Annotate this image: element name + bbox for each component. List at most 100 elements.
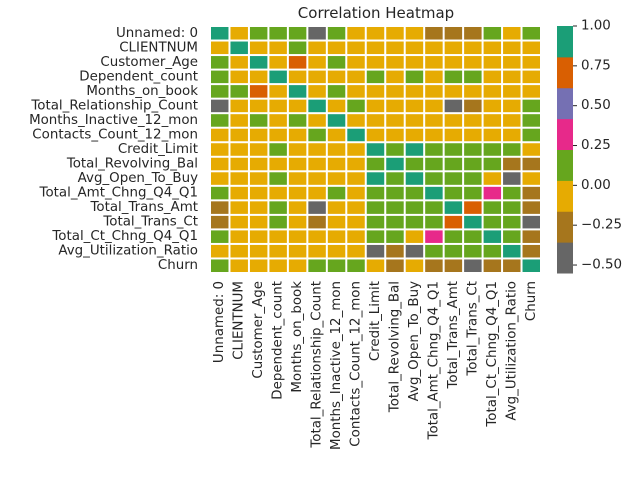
heatmap-cells xyxy=(211,27,540,272)
heatmap-cell xyxy=(405,186,424,200)
heatmap-cell xyxy=(249,172,268,185)
heatmap-cell xyxy=(522,259,540,272)
heatmap-cell xyxy=(366,230,385,243)
heatmap-cell xyxy=(249,70,268,84)
heatmap-cell xyxy=(269,143,287,156)
heatmap-cell xyxy=(211,143,229,156)
heatmap-cell xyxy=(288,259,307,272)
heatmap-cell xyxy=(347,85,365,98)
column-tick-label: Dependent_count xyxy=(271,281,286,400)
row-tick-label: Total_Trans_Ct xyxy=(102,215,198,230)
colorbar-tick-label: 1.00 xyxy=(581,19,611,34)
heatmap-cell xyxy=(503,244,521,258)
column-tick-label: Unnamed: 0 xyxy=(212,281,227,363)
heatmap-cell xyxy=(230,128,248,142)
heatmap-cell xyxy=(464,143,482,156)
heatmap-cell xyxy=(308,259,326,272)
heatmap-cell xyxy=(269,27,287,40)
heatmap-cell xyxy=(347,41,365,55)
column-tick-label: Total_Revolving_Bal xyxy=(387,281,402,413)
colorbar-segment xyxy=(557,118,573,151)
heatmap-cell xyxy=(249,244,268,258)
row-tick-label: Avg_Utilization_Ratio xyxy=(58,244,198,259)
heatmap-cell xyxy=(366,201,385,214)
column-tick-label: Contacts_Count_12_mon xyxy=(349,281,364,447)
heatmap-cell xyxy=(464,259,482,272)
colorbar-segment xyxy=(557,211,573,243)
heatmap-cell xyxy=(211,172,229,185)
heatmap-cell xyxy=(483,56,502,69)
heatmap-cell xyxy=(522,172,540,185)
heatmap-cell xyxy=(230,230,248,243)
heatmap-cell xyxy=(405,114,424,127)
heatmap-cell xyxy=(522,128,540,142)
heatmap-cell xyxy=(483,85,502,98)
heatmap-cell xyxy=(327,70,346,84)
heatmap-cell xyxy=(444,99,463,113)
colorbar-segment xyxy=(557,26,573,58)
heatmap-cell xyxy=(269,172,287,185)
heatmap-cell xyxy=(425,143,443,156)
row-tick-label: Total_Trans_Amt xyxy=(89,200,198,215)
heatmap-cell xyxy=(327,114,346,127)
heatmap-cell xyxy=(405,70,424,84)
row-tick-labels: Unnamed: 0CLIENTNUMCustomer_AgeDependent… xyxy=(29,26,198,273)
row-tick-label: Churn xyxy=(158,258,198,273)
heatmap-cell xyxy=(483,186,502,200)
heatmap-cell xyxy=(464,114,482,127)
heatmap-cell xyxy=(483,70,502,84)
heatmap-cell xyxy=(464,244,482,258)
heatmap-cell xyxy=(230,27,248,40)
heatmap-cell xyxy=(211,244,229,258)
heatmap-cell xyxy=(522,230,540,243)
heatmap-cell xyxy=(249,201,268,214)
heatmap-cell xyxy=(464,186,482,200)
row-tick-label: Customer_Age xyxy=(100,55,198,70)
heatmap-cell xyxy=(503,143,521,156)
heatmap-cell xyxy=(366,56,385,69)
heatmap-cell xyxy=(366,215,385,229)
heatmap-cell xyxy=(288,215,307,229)
heatmap-cell xyxy=(347,99,365,113)
heatmap-cell xyxy=(522,143,540,156)
heatmap-cell xyxy=(230,56,248,69)
heatmap-cell xyxy=(249,99,268,113)
row-tick-label: Credit_Limit xyxy=(118,142,198,157)
heatmap-cell xyxy=(347,186,365,200)
colorbar-tick-label: −0.25 xyxy=(581,218,622,233)
heatmap-cell xyxy=(425,70,443,84)
heatmap-cell xyxy=(405,27,424,40)
colorbar: 1.00 0.75 0.50 0.25 0.00 −0.25 −0.50 xyxy=(557,19,622,274)
heatmap-cell xyxy=(464,85,482,98)
heatmap-cell xyxy=(347,128,365,142)
heatmap-cell xyxy=(211,56,229,69)
heatmap-cell xyxy=(288,143,307,156)
heatmap-cell xyxy=(425,157,443,171)
heatmap-cell xyxy=(405,230,424,243)
heatmap-cell xyxy=(483,172,502,185)
heatmap-cell xyxy=(308,201,326,214)
heatmap-cell xyxy=(425,114,443,127)
heatmap-cell xyxy=(425,172,443,185)
heatmap-cell xyxy=(288,186,307,200)
heatmap-cell xyxy=(327,259,346,272)
heatmap-cell xyxy=(522,244,540,258)
row-tick-label: Months_Inactive_12_mon xyxy=(29,113,198,128)
heatmap-cell xyxy=(249,157,268,171)
heatmap-cell xyxy=(347,70,365,84)
column-tick-label: Months_Inactive_12_mon xyxy=(329,281,344,450)
heatmap-cell xyxy=(425,259,443,272)
row-tick-label: Total_Ct_Chng_Q4_Q1 xyxy=(51,229,198,244)
heatmap-cell xyxy=(386,172,404,185)
heatmap-cell xyxy=(230,99,248,113)
heatmap-cell xyxy=(230,85,248,98)
heatmap-cell xyxy=(308,215,326,229)
heatmap-cell xyxy=(230,172,248,185)
heatmap-cell xyxy=(347,56,365,69)
heatmap-cell xyxy=(269,215,287,229)
heatmap-cell xyxy=(230,215,248,229)
heatmap-cell xyxy=(308,99,326,113)
heatmap-cell xyxy=(405,128,424,142)
heatmap-cell xyxy=(308,128,326,142)
